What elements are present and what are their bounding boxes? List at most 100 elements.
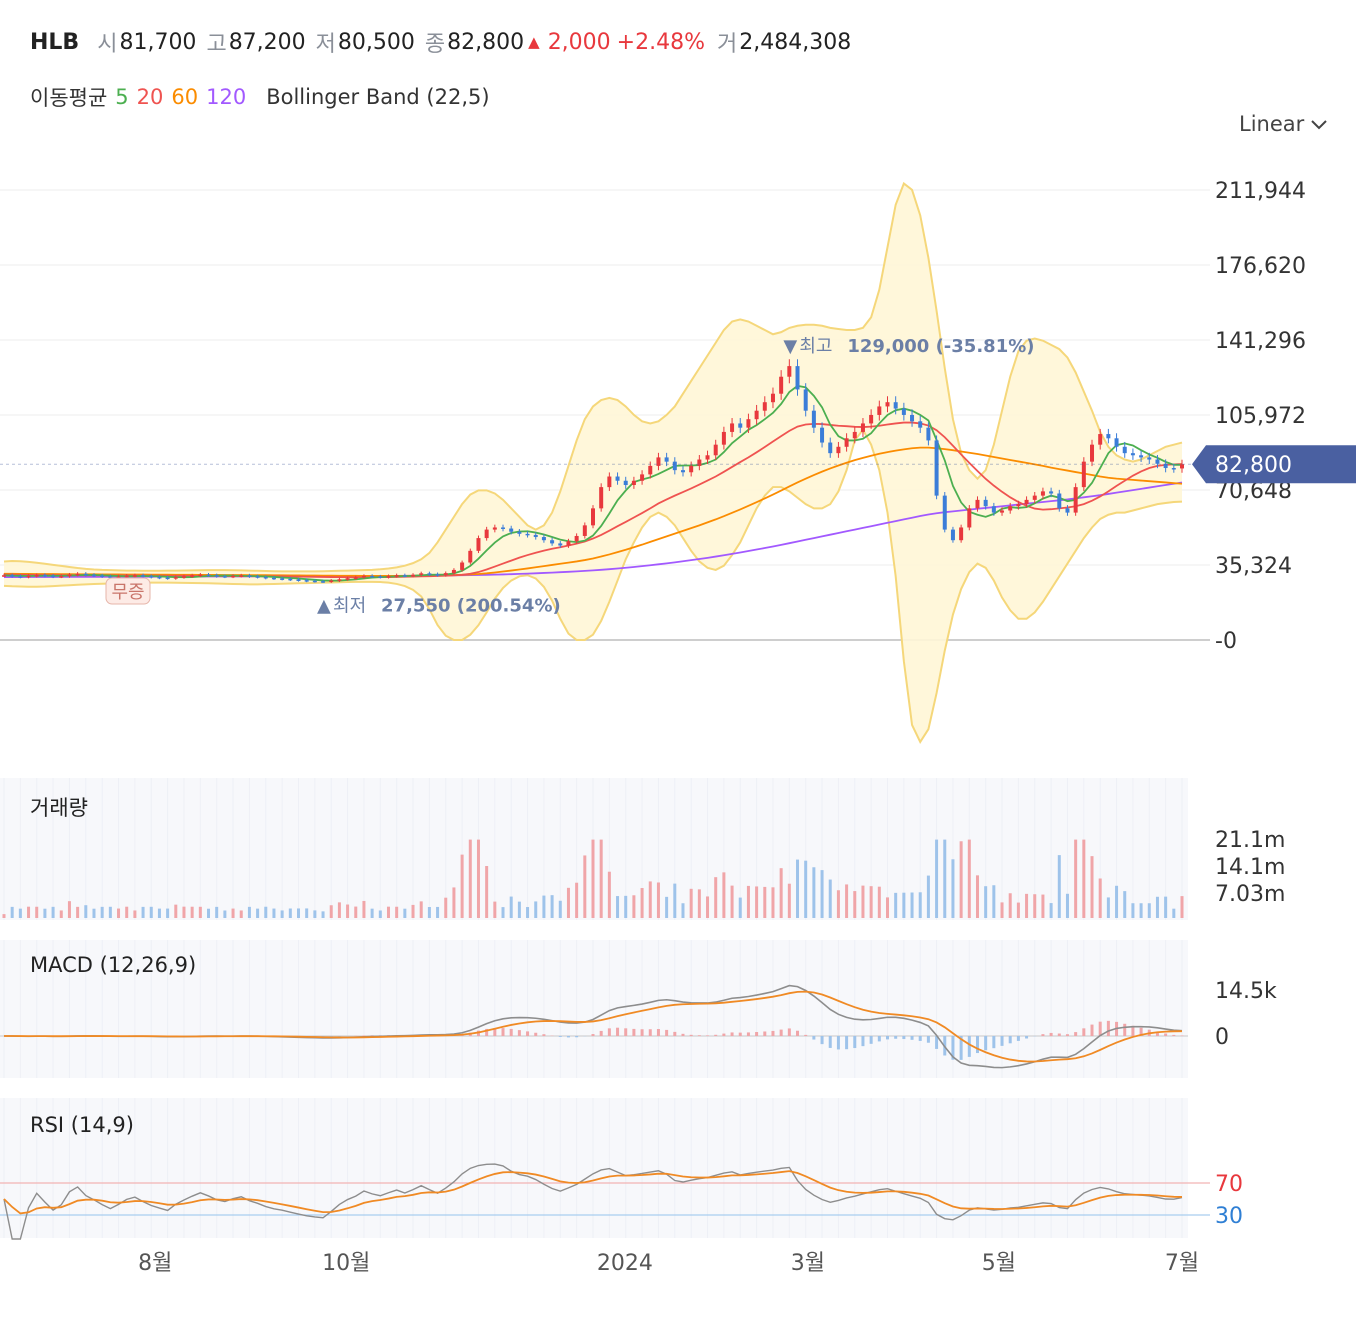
candle-body <box>190 575 195 577</box>
volume-bar <box>125 906 129 918</box>
candle-body <box>1098 434 1103 445</box>
volume-bar <box>133 910 137 918</box>
chevron-down-icon <box>1310 115 1328 134</box>
ma120-legend[interactable]: 120 <box>206 85 247 109</box>
macd-histogram-bar <box>828 1036 832 1048</box>
volume-bar <box>92 908 96 918</box>
candle-body <box>656 457 661 466</box>
volume-bar <box>215 906 219 918</box>
candle-body <box>1040 491 1045 496</box>
volume-bar <box>509 896 513 918</box>
macd-histogram-bar <box>1082 1028 1086 1036</box>
volume-bar <box>812 867 816 918</box>
candle-body <box>672 461 677 471</box>
rsi-signal-line <box>3 1170 1183 1215</box>
candle-body <box>108 576 113 578</box>
volume-bar <box>141 906 145 918</box>
volume-bar <box>787 883 791 918</box>
volume-bar <box>100 906 104 918</box>
bollinger-lower-line <box>3 427 1183 744</box>
moving-average-label[interactable]: 이동평균 <box>30 86 108 110</box>
volume-bar <box>174 904 178 918</box>
volume-bar <box>656 882 660 918</box>
volume-bar <box>959 841 963 918</box>
time-axis-tick: 7월 <box>1165 1251 1199 1276</box>
macd-histogram-bar <box>566 1036 570 1038</box>
volume-bar <box>935 839 939 918</box>
candle-body <box>18 576 23 578</box>
volume-bar <box>501 907 505 918</box>
volume-bar <box>362 900 366 918</box>
ma60-legend[interactable]: 60 <box>171 85 199 109</box>
candle-body <box>950 529 955 541</box>
bollinger-legend[interactable]: Bollinger Band (22,5) <box>266 85 490 109</box>
candle-body <box>615 476 620 481</box>
macd-histogram-bar <box>665 1029 669 1036</box>
volume-bar <box>386 906 390 918</box>
macd-histogram-bar <box>1180 1035 1184 1036</box>
candle-body <box>492 527 497 530</box>
volume-bar <box>321 911 325 918</box>
candle-body <box>1163 463 1168 469</box>
candle-body <box>836 446 841 454</box>
macd-histogram-bar <box>796 1030 800 1036</box>
volume-bar <box>886 897 889 918</box>
low-marker-arrow: ▲ <box>317 596 331 617</box>
indicator-legend: 이동평균 5 20 60 120 Bollinger Band (22,5) <box>30 82 498 112</box>
volume-bar <box>828 879 832 918</box>
candle-body <box>271 577 276 580</box>
macd-histogram-bar <box>1074 1032 1078 1036</box>
macd-histogram-bar <box>591 1034 595 1036</box>
volume-bar <box>853 891 857 918</box>
candle-body <box>141 575 146 577</box>
low-marker-label: 최저 <box>333 596 366 617</box>
candle-body <box>558 543 563 546</box>
candle-body <box>386 576 391 578</box>
ma20-legend[interactable]: 20 <box>136 85 164 109</box>
candle-body <box>1073 487 1078 513</box>
macd-histogram-bar <box>877 1036 881 1042</box>
volume-bar <box>157 908 161 918</box>
ma5-legend[interactable]: 5 <box>115 85 129 109</box>
candle-body <box>803 389 808 411</box>
volume-bar <box>1016 902 1020 918</box>
candle-body <box>664 457 669 462</box>
volume-bar <box>2 914 6 918</box>
macd-histogram-bar <box>370 1035 374 1036</box>
candle-body <box>247 575 252 577</box>
volume-bar <box>313 910 317 918</box>
scale-value: Linear <box>1239 112 1305 136</box>
volume-bar <box>1106 897 1110 918</box>
macd-histogram-bar <box>722 1033 726 1036</box>
volume-bar <box>632 895 636 918</box>
candle-body <box>1130 453 1135 456</box>
volume-bar <box>1074 839 1078 918</box>
volume-bar <box>763 886 767 918</box>
candle-body <box>942 495 947 530</box>
volume-bar <box>640 888 644 918</box>
macd-histogram-bar <box>1098 1021 1102 1036</box>
candle-body <box>181 576 186 578</box>
volume-bar <box>411 904 415 918</box>
candle-body <box>811 410 816 428</box>
candle-body <box>411 574 416 577</box>
scale-dropdown[interactable]: Linear <box>1239 112 1328 136</box>
candle-body <box>83 573 88 576</box>
macd-histogram-bar <box>1065 1034 1069 1036</box>
volume-bar <box>730 885 734 918</box>
volume-bar <box>182 906 186 918</box>
bollinger-upper-line <box>3 181 1183 573</box>
candle-body <box>2 575 6 577</box>
volume-bar <box>624 895 628 918</box>
macd-histogram-bar <box>787 1028 791 1036</box>
volume-bar <box>1131 903 1135 918</box>
volume-bar <box>468 839 472 918</box>
high-marker-value: 129,000 (-35.81%) <box>847 336 1034 357</box>
change-value: 2,000 <box>547 29 611 55</box>
volume-bar <box>967 839 971 918</box>
candle-body <box>1114 438 1119 447</box>
candle-body <box>738 423 743 428</box>
candle-body <box>640 474 645 481</box>
macd-histogram-bar <box>1090 1024 1094 1036</box>
